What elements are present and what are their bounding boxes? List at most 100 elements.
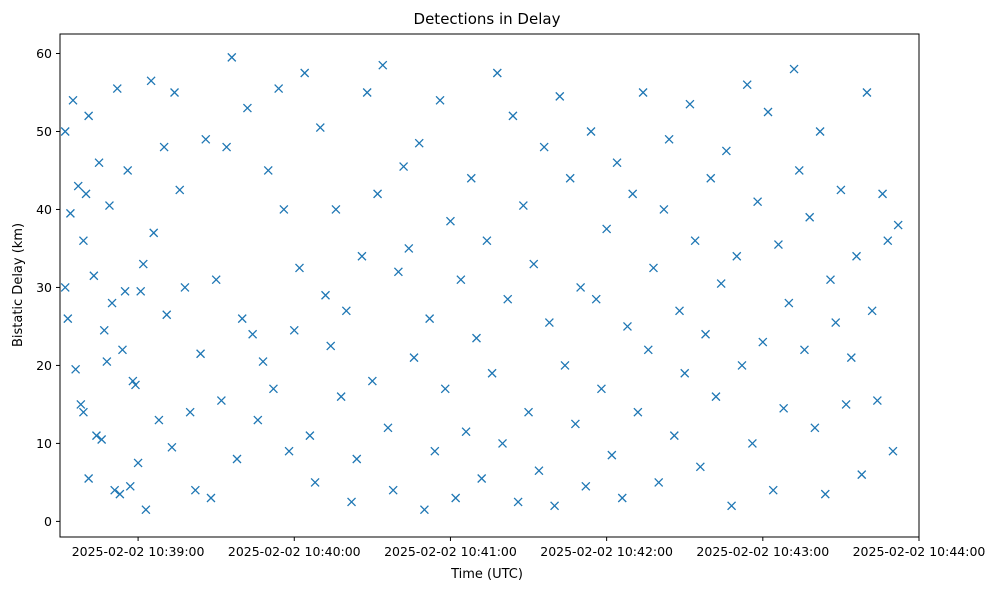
x-tick-label: 2025-02-02 10:40:00 bbox=[228, 544, 361, 559]
data-point bbox=[445, 216, 455, 226]
data-point bbox=[253, 415, 263, 425]
data-point bbox=[110, 485, 120, 495]
data-point bbox=[560, 360, 570, 370]
data-point bbox=[654, 477, 664, 487]
data-point bbox=[492, 68, 502, 78]
data-point bbox=[310, 477, 320, 487]
data-point bbox=[68, 95, 78, 105]
data-point bbox=[248, 329, 258, 339]
y-axis: 0 10 20 30 40 50 60 bbox=[36, 46, 60, 529]
data-point bbox=[466, 173, 476, 183]
data-point bbox=[643, 345, 653, 355]
data-point bbox=[393, 267, 403, 277]
data-point bbox=[170, 88, 179, 97]
x-tick-label: 2025-02-02 10:41:00 bbox=[384, 544, 517, 559]
x-axis-label: Time (UTC) bbox=[450, 567, 523, 582]
data-point bbox=[201, 134, 211, 144]
data-point bbox=[747, 438, 757, 448]
y-tick-label: 0 bbox=[44, 514, 52, 529]
data-point bbox=[78, 236, 88, 246]
plot-area bbox=[60, 52, 903, 515]
data-point bbox=[773, 240, 783, 250]
data-point bbox=[367, 376, 377, 386]
data-point bbox=[315, 123, 325, 133]
data-point bbox=[581, 481, 591, 491]
data-point bbox=[284, 446, 294, 456]
data-point bbox=[878, 189, 888, 199]
data-point bbox=[131, 380, 140, 390]
data-point bbox=[742, 80, 752, 90]
y-tick-label: 10 bbox=[36, 436, 52, 451]
data-point bbox=[800, 345, 809, 355]
x-tick-label: 2025-02-02 10:43:00 bbox=[696, 544, 829, 559]
data-point bbox=[89, 271, 99, 281]
data-point bbox=[826, 275, 835, 285]
data-point bbox=[555, 91, 565, 101]
data-point bbox=[508, 111, 518, 121]
data-point bbox=[118, 345, 127, 355]
data-point bbox=[477, 474, 487, 483]
data-point bbox=[162, 310, 172, 320]
data-point bbox=[758, 337, 768, 347]
data-point bbox=[675, 306, 684, 316]
data-point bbox=[451, 493, 461, 503]
data-point bbox=[836, 185, 846, 195]
data-point bbox=[623, 321, 632, 331]
data-point bbox=[425, 314, 435, 324]
x-tick-label: 2025-02-02 10:44:00 bbox=[853, 544, 986, 559]
data-point bbox=[300, 68, 310, 78]
data-point bbox=[125, 481, 135, 491]
data-point bbox=[362, 88, 372, 97]
data-point bbox=[185, 407, 195, 417]
data-point bbox=[565, 173, 575, 183]
data-point bbox=[544, 318, 554, 328]
data-point bbox=[357, 251, 367, 261]
data-point bbox=[789, 64, 799, 74]
data-point bbox=[242, 103, 252, 113]
data-point bbox=[862, 88, 872, 97]
data-point bbox=[128, 376, 138, 386]
data-point bbox=[136, 286, 146, 296]
data-point bbox=[91, 431, 101, 441]
data-point bbox=[76, 399, 86, 409]
data-point bbox=[831, 318, 841, 328]
data-point bbox=[518, 201, 528, 211]
data-point bbox=[534, 466, 544, 476]
data-point bbox=[607, 450, 617, 460]
data-point bbox=[107, 298, 117, 308]
data-point bbox=[820, 489, 830, 499]
data-point bbox=[149, 228, 159, 238]
data-point bbox=[133, 458, 143, 468]
data-point bbox=[154, 415, 164, 425]
data-point bbox=[279, 205, 289, 214]
data-point bbox=[539, 142, 549, 152]
data-point bbox=[883, 236, 893, 246]
data-point bbox=[336, 392, 346, 402]
data-point bbox=[211, 275, 221, 285]
data-point bbox=[711, 392, 721, 402]
data-point bbox=[321, 290, 330, 300]
data-point bbox=[347, 497, 356, 507]
data-point bbox=[295, 263, 304, 273]
data-point bbox=[352, 454, 362, 464]
data-point bbox=[586, 127, 596, 136]
data-point bbox=[498, 438, 507, 448]
data-point bbox=[146, 76, 156, 86]
x-tick-label: 2025-02-02 10:42:00 bbox=[540, 544, 673, 559]
data-point bbox=[102, 357, 112, 366]
data-point bbox=[550, 501, 560, 511]
data-point bbox=[175, 185, 185, 195]
data-point bbox=[331, 205, 341, 214]
data-point bbox=[513, 497, 523, 507]
data-point bbox=[768, 485, 778, 495]
y-tick-label: 30 bbox=[36, 280, 52, 295]
data-point bbox=[404, 243, 414, 253]
data-point bbox=[63, 314, 73, 324]
data-point bbox=[216, 396, 226, 405]
data-point bbox=[73, 181, 83, 191]
data-point bbox=[690, 236, 700, 246]
data-point bbox=[529, 259, 539, 269]
data-point bbox=[810, 423, 820, 433]
data-point bbox=[138, 259, 148, 269]
